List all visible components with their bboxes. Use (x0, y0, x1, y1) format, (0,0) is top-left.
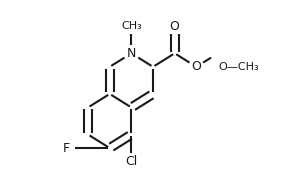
Text: O: O (170, 20, 180, 33)
Text: O—CH₃: O—CH₃ (218, 62, 259, 72)
Text: Cl: Cl (125, 155, 137, 168)
Text: N: N (127, 47, 136, 60)
Text: CH₃: CH₃ (121, 21, 142, 31)
Text: F: F (63, 142, 70, 155)
Text: O: O (192, 60, 201, 73)
